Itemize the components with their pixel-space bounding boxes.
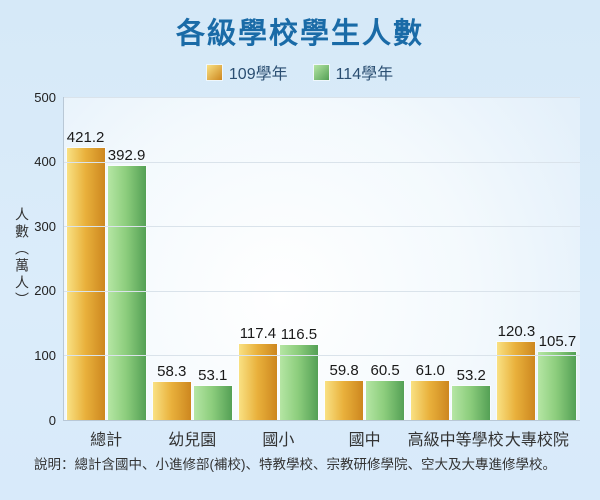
y-tick-label: 100 [34,347,56,363]
x-category-label: 高級中等學校 [407,432,504,449]
x-category-label: 幼兒園 [168,432,217,449]
bar-value-label: 117.4 [239,325,277,343]
x-category-label: 國小 [262,432,295,449]
bar-114學年-幼兒園: 53.1 [193,367,232,420]
bar-109學年-總計: 421.2 [66,129,105,420]
bar-group: 61.0 53.2 [408,97,494,420]
y-tick-label: 400 [34,154,56,170]
bar-value-label: 59.8 [329,362,359,380]
gridline [63,290,580,292]
legend-label-114: 114學年 [335,66,394,83]
bar-114學年-總計: 392.9 [107,147,146,420]
y-tick-label: 0 [48,412,56,428]
gridline [63,97,580,98]
bar-114學年-大專校院: 105.7 [538,333,577,420]
green-swatch-icon [313,64,329,80]
y-axis-line [63,97,64,420]
bar-114學年-國中: 60.5 [366,362,405,420]
chart-legend: 109學年 114學年 [0,60,600,84]
bar-group: 117.4 116.5 [235,97,321,420]
bar-value-label: 58.3 [157,363,187,381]
gridline [63,355,580,357]
bar-group: 120.3 105.7 [494,97,580,420]
legend-item-109: 109學年 [206,60,288,84]
x-category-label: 大專校院 [504,432,569,449]
bar-value-label: 392.9 [107,147,146,165]
bar-109學年-國小: 117.4 [238,325,277,420]
y-tick-label: 200 [34,283,56,299]
y-tick-label: 500 [34,89,56,105]
bar-value-label: 421.2 [66,128,105,146]
legend-label-109: 109學年 [228,66,288,83]
bar-114學年-高級中等學校: 53.2 [452,367,491,420]
bar-value-label: 105.7 [538,332,577,350]
bar-group: 58.3 53.1 [149,97,235,420]
plot-area: 421.2 392.9 58.3 53.1 117.4 116.5 59.8 60.5 61.0… [63,97,580,420]
bar-109學年-高級中等學校: 61.0 [411,362,450,420]
bar-109學年-幼兒園: 58.3 [152,363,191,420]
bar-value-label: 60.5 [370,361,400,379]
bar-value-label: 53.2 [456,366,486,384]
orange-swatch-icon [206,64,222,80]
legend-item-114: 114學年 [313,60,394,84]
bar-109學年-國中: 59.8 [325,362,364,420]
bar-group: 421.2 392.9 [63,97,149,420]
bar-109學年-大專校院: 120.3 [497,323,536,420]
footnote: 說明：總計含國中、小進修部(補校)、特教學校、宗教研修學院、空大及大專進修學校。 [34,457,556,472]
bar-114學年-國小: 116.5 [279,326,318,420]
bar-value-label: 120.3 [497,323,536,341]
x-category-label: 國中 [348,432,381,449]
bar-group: 59.8 60.5 [322,97,408,420]
y-axis-label: 人數（萬人） [14,206,30,309]
bar-value-label: 53.1 [198,366,228,384]
chart-title: 各級學校學生人數 [175,18,424,50]
y-tick-label: 300 [34,218,56,234]
x-category-label: 總計 [90,432,123,449]
x-axis-line [63,420,580,421]
gridline [63,161,580,163]
bar-value-label: 116.5 [280,325,318,343]
bar-value-label: 61.0 [415,361,445,379]
gridline [63,226,580,228]
